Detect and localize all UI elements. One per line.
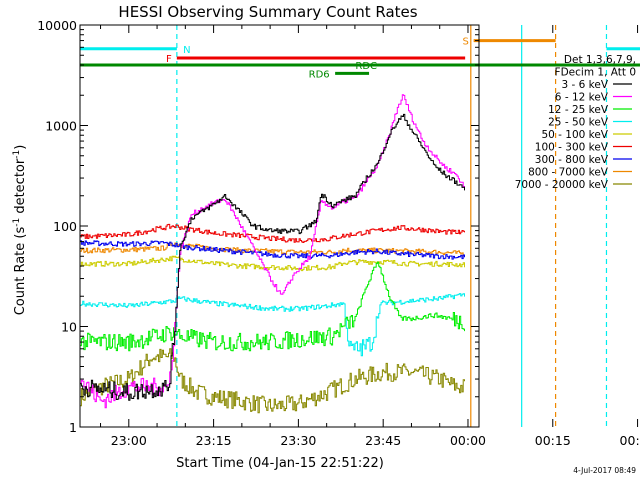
footer-timestamp: 4-Jul-2017 08:49 (573, 466, 636, 475)
series-line (80, 255, 465, 272)
legend-entry-label: 300 - 800 keV (535, 154, 609, 166)
x-tick-label: 23:00 (111, 433, 147, 448)
legend-entry-label: 800 - 7000 keV (528, 167, 609, 179)
legend-entry-label: 25 - 50 keV (548, 117, 609, 129)
series-line (80, 240, 465, 260)
legend-entry-label: 6 - 12 keV (555, 92, 609, 104)
legend-entry-label: 3 - 6 keV (561, 79, 608, 91)
series-line-after-gap (557, 341, 601, 358)
x-tick-label: 00:00 (450, 433, 486, 448)
flag-label-rd6: RD6 (309, 69, 330, 80)
y-axis-ticks: 1 10 100 1000 10000 (37, 18, 479, 435)
flag-label-rdc: RDC (355, 61, 377, 72)
legend-entry-label: 7000 - 20000 keV (515, 179, 609, 191)
series-line-after-gap (557, 254, 601, 259)
series-line (80, 94, 465, 409)
flag-label-f: F (166, 54, 172, 65)
flag-label-s: S (462, 37, 468, 48)
series-line (80, 293, 465, 357)
legend-header: FDecim 1, Att 0 (555, 67, 636, 79)
series-line (80, 242, 465, 257)
y-tick-label: 1 (69, 420, 77, 435)
series-line-after-gap (557, 304, 601, 309)
flag-label-n: N (183, 45, 190, 56)
legend: Det 1,3,6,7,9,FDecim 1, Att 03 - 6 keV6 … (515, 54, 636, 191)
y-tick-label: 1000 (45, 119, 77, 134)
legend-entry-label: 50 - 100 keV (541, 129, 608, 141)
x-tick-label: 23:30 (280, 433, 316, 448)
x-tick-label: 00:30 (620, 433, 640, 448)
y-axis-label: Count Rate (s-1 detector-1) (12, 145, 28, 316)
legend-header: Det 1,3,6,7,9, (564, 54, 636, 66)
legend-entry-label: 12 - 25 keV (548, 104, 609, 116)
series-line (80, 261, 465, 352)
y-tick-label: 10 (61, 320, 77, 335)
x-axis-label: Start Time (04-Jan-15 22:51:22) (176, 456, 384, 471)
series-line (80, 113, 465, 401)
y-tick-label: 100 (53, 219, 77, 234)
chart-title: HESSI Observing Summary Count Rates (118, 3, 417, 21)
series-line (80, 348, 465, 414)
series-line-after-gap (557, 259, 601, 264)
series-line-after-gap (557, 400, 601, 418)
series-group (80, 94, 601, 418)
series-line-after-gap (557, 270, 601, 275)
y-tick-label: 10000 (37, 18, 77, 33)
plot-area: NF RDC RD6 S (79, 24, 640, 428)
series-line-after-gap (557, 378, 601, 394)
legend-entry-label: 100 - 300 keV (535, 142, 609, 154)
series-line (80, 223, 465, 243)
x-tick-label: 23:45 (365, 433, 401, 448)
series-line-after-gap (557, 241, 601, 246)
x-tick-label: 00:15 (535, 433, 571, 448)
x-axis-ticks: 23:00 23:15 23:30 23:45 00:00 00:15 00:30 (100, 25, 640, 448)
x-tick-label: 23:15 (196, 433, 232, 448)
